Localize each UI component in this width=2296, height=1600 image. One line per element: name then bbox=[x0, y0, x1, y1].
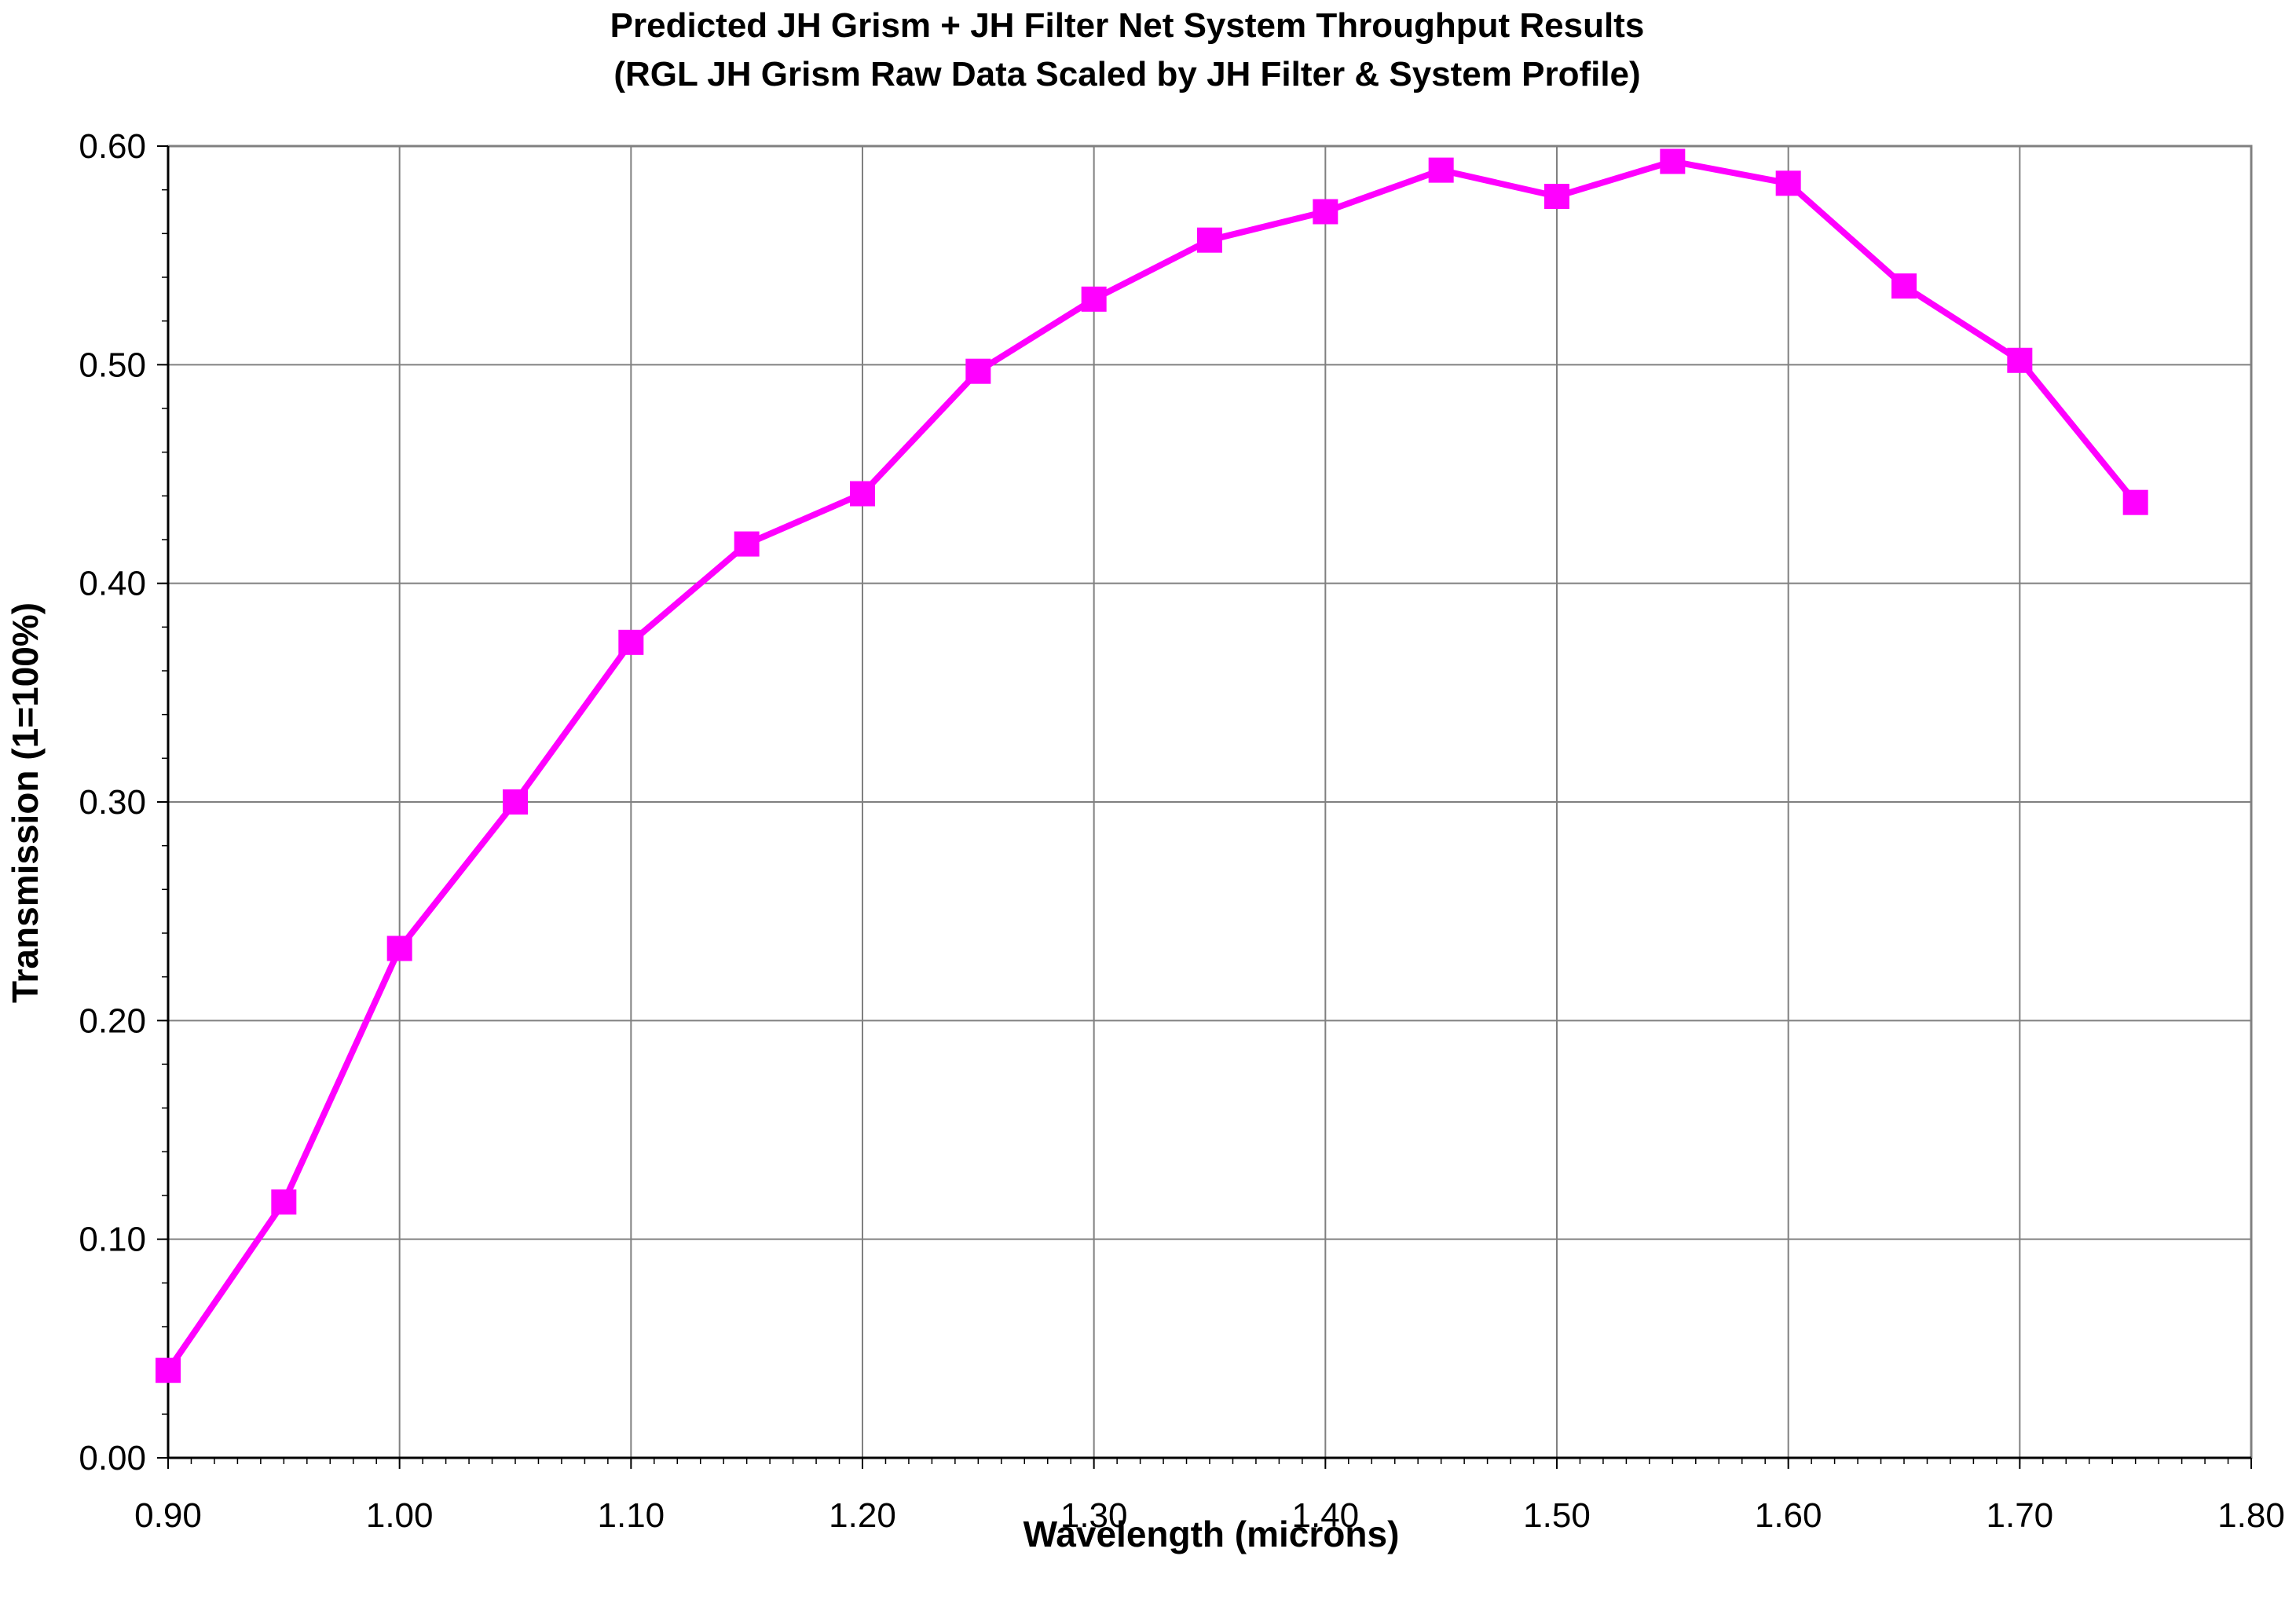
x-tick-label: 1.60 bbox=[1755, 1496, 1822, 1535]
y-tick-label: 0.60 bbox=[79, 127, 146, 166]
data-point-marker bbox=[1081, 286, 1107, 312]
data-point-marker bbox=[1197, 227, 1222, 253]
x-tick-label: 1.80 bbox=[2217, 1496, 2285, 1535]
data-point-marker bbox=[734, 531, 760, 557]
data-point-marker bbox=[965, 358, 991, 384]
x-tick-label: 1.70 bbox=[1987, 1496, 2054, 1535]
data-point-marker bbox=[618, 629, 644, 655]
data-point-marker bbox=[1891, 273, 1917, 299]
x-tick-label: 1.50 bbox=[1523, 1496, 1591, 1535]
x-axis-label: Wavelength (microns) bbox=[1023, 1514, 1400, 1554]
data-point-marker bbox=[2007, 347, 2033, 373]
x-tick-label: 1.00 bbox=[366, 1496, 434, 1535]
y-tick-label: 0.50 bbox=[79, 346, 146, 384]
data-point-marker bbox=[503, 789, 528, 815]
data-point-marker bbox=[1428, 157, 1454, 183]
x-tick-labels: 0.90 1.00 1.10 1.20 1.30 1.40 1.50 1.60 1.70 1.80 bbox=[134, 1496, 2285, 1535]
axes bbox=[157, 145, 2252, 1469]
data-point-marker bbox=[156, 1357, 181, 1383]
data-point-marker bbox=[2122, 489, 2148, 515]
y-tick-label: 0.00 bbox=[79, 1439, 146, 1477]
data-point-marker bbox=[1313, 199, 1338, 225]
y-tick-labels: 0.00 0.10 0.20 0.30 0.40 0.50 0.60 bbox=[79, 127, 146, 1477]
x-tick-label: 1.20 bbox=[829, 1496, 896, 1535]
x-tick-label: 1.40 bbox=[1292, 1496, 1360, 1535]
y-tick-label: 0.40 bbox=[79, 565, 146, 603]
data-point-marker bbox=[850, 481, 875, 507]
chart-title: Predicted JH Grism + JH Filter Net Syste… bbox=[610, 6, 1645, 45]
series-line bbox=[165, 158, 2138, 1372]
data-point-marker bbox=[1660, 148, 1686, 174]
grid-lines bbox=[168, 146, 2251, 1458]
y-axis-label: Transmission (1=100%) bbox=[5, 602, 46, 1003]
y-tick-label: 0.30 bbox=[79, 783, 146, 822]
data-point-marker bbox=[271, 1189, 297, 1215]
x-tick-label: 1.10 bbox=[598, 1496, 665, 1535]
series bbox=[156, 148, 2148, 1383]
y-tick-label: 0.10 bbox=[79, 1221, 146, 1259]
y-tick-label: 0.20 bbox=[79, 1001, 146, 1040]
x-tick-label: 1.30 bbox=[1060, 1496, 1128, 1535]
x-tick-label: 0.90 bbox=[134, 1496, 202, 1535]
data-point-marker bbox=[1544, 184, 1569, 210]
data-point-marker bbox=[1775, 170, 1801, 196]
chart-subtitle: (RGL JH Grism Raw Data Scaled by JH Filt… bbox=[613, 55, 1640, 93]
data-point-marker bbox=[386, 935, 412, 961]
